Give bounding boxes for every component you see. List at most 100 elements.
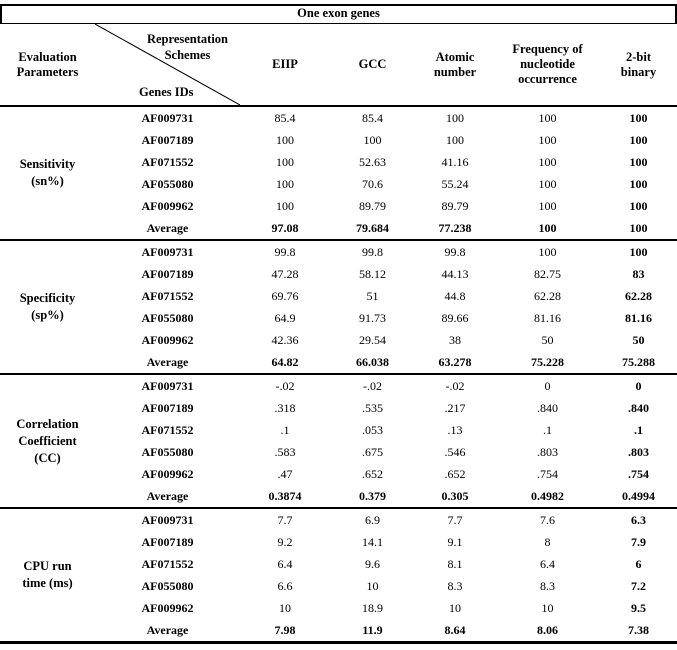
gene-id-cell: AF007189 xyxy=(141,535,194,549)
section-label-line: Correlation xyxy=(16,416,79,431)
value-cell: 89.79 xyxy=(359,199,386,213)
value-cell: 100 xyxy=(629,221,648,235)
average-label-cell: Average xyxy=(146,623,189,637)
column-header-line: number xyxy=(433,64,477,79)
gene-id-cell: AF009731 xyxy=(141,513,194,527)
value-cell: 100 xyxy=(276,155,294,169)
header-representation-schemes-line: Schemes xyxy=(164,48,211,62)
value-cell: 89.66 xyxy=(441,311,469,325)
table-title-text: One exon genes xyxy=(297,6,380,20)
value-cell: 11.9 xyxy=(362,623,383,637)
value-cell: 100 xyxy=(276,133,294,147)
value-cell: 7.7 xyxy=(277,513,293,527)
value-cell: 8.1 xyxy=(447,557,463,571)
value-cell: 7.7 xyxy=(447,513,463,527)
value-cell: 75.228 xyxy=(531,355,564,369)
value-cell: .803 xyxy=(537,445,558,459)
value-cell: .47 xyxy=(277,467,293,481)
table-row: AF007189 47.28 58.12 44.13 82.75 83 xyxy=(95,263,677,285)
value-cell: 50 xyxy=(632,333,645,347)
table-row: AF009962 42.36 29.54 38 50 50 xyxy=(95,329,677,351)
value-cell: 8 xyxy=(544,535,551,549)
gene-id-cell: AF055080 xyxy=(141,311,194,325)
section-rows: AF009731 85.4 85.4 100 100 100 AF007189 … xyxy=(95,107,677,239)
value-cell: 47.28 xyxy=(271,267,299,281)
table-row-average: Average 97.08 79.684 77.238 100 100 xyxy=(95,217,677,239)
value-cell: 51 xyxy=(366,289,379,303)
value-cell: 6.4 xyxy=(277,557,293,571)
value-cell: .675 xyxy=(362,445,383,459)
value-cell: 85.4 xyxy=(274,111,296,125)
column-header-line: occurrence xyxy=(518,72,577,86)
value-cell: 89.79 xyxy=(441,199,469,213)
value-cell: 83 xyxy=(632,267,645,281)
value-cell: 6.3 xyxy=(631,513,646,527)
value-cell: 62.28 xyxy=(625,289,652,303)
gene-id-cell: AF007189 xyxy=(141,267,194,281)
value-cell: 10 xyxy=(279,601,291,615)
table-header-row: Evaluation Parameters Representation Sch… xyxy=(0,24,677,107)
table-row: AF009962 10 18.9 10 10 9.5 xyxy=(95,597,677,619)
section-sensitivity: Sensitivity (sn%) AF009731 85.4 85.4 100… xyxy=(0,107,677,241)
average-label-cell: Average xyxy=(146,355,189,369)
value-cell: 14.1 xyxy=(362,535,383,549)
table-row: AF055080 64.9 91.73 89.66 81.16 81.16 xyxy=(95,307,677,329)
gene-id-cell: AF009731 xyxy=(141,379,194,393)
value-cell: 29.54 xyxy=(359,333,386,347)
value-cell: 63.278 xyxy=(438,355,472,369)
section-rows: AF009731 7.7 6.9 7.7 7.6 6.3 AF007189 9.… xyxy=(95,509,677,641)
value-cell: 69.76 xyxy=(271,289,299,303)
section-label-line: (sn%) xyxy=(31,174,64,188)
value-cell: 100 xyxy=(276,177,294,191)
value-cell: 100 xyxy=(629,155,648,169)
table-row: AF007189 100 100 100 100 100 xyxy=(95,129,677,151)
gene-id-cell: AF055080 xyxy=(141,445,194,459)
header-representation-schemes: Representation Schemes xyxy=(147,31,228,63)
column-header-line: Atomic xyxy=(435,49,475,64)
table-row-average: Average 64.82 66.038 63.278 75.228 75.28… xyxy=(95,351,677,373)
section-label-line: Coefficient xyxy=(18,433,77,448)
value-cell: .754 xyxy=(628,467,649,481)
value-cell: 8.3 xyxy=(540,579,555,593)
column-header-line: Frequency of xyxy=(512,42,583,56)
value-cell: 100 xyxy=(363,133,382,147)
value-cell: 0.3874 xyxy=(268,489,302,503)
value-cell: 6.9 xyxy=(365,513,380,527)
value-cell: 100 xyxy=(629,177,648,191)
value-cell: .217 xyxy=(444,401,466,415)
table-row: AF071552 100 52.63 41.16 100 100 xyxy=(95,151,677,173)
value-cell: 100 xyxy=(446,133,464,147)
table-row: AF009962 .47 .652 .652 .754 .754 xyxy=(95,463,677,485)
value-cell: 7.98 xyxy=(274,623,296,637)
column-header-line: 2-bit xyxy=(626,49,651,64)
value-cell: 91.73 xyxy=(359,311,386,325)
value-cell: -.02 xyxy=(363,379,382,393)
header-evaluation-parameters: Evaluation Parameters xyxy=(0,24,95,105)
gene-id-cell: AF055080 xyxy=(141,177,194,191)
value-cell: 99.8 xyxy=(444,245,466,259)
section-label-line: (sp%) xyxy=(31,308,64,322)
value-cell: 85.4 xyxy=(362,111,383,125)
value-cell: 41.16 xyxy=(441,155,469,169)
table-row-average: Average 7.98 11.9 8.64 8.06 7.38 xyxy=(95,619,677,641)
table-row: AF071552 .1 .053 .13 .1 .1 xyxy=(95,419,677,441)
section-cpu-run-time: CPU run time (ms) AF009731 7.7 6.9 7.7 7… xyxy=(0,509,677,641)
gene-id-cell: AF055080 xyxy=(141,579,194,593)
value-cell: 100 xyxy=(538,111,557,125)
section-label-sensitivity: Sensitivity (sn%) xyxy=(0,107,95,239)
value-cell: .1 xyxy=(543,423,552,437)
value-cell: 62.28 xyxy=(534,289,561,303)
value-cell: 77.238 xyxy=(438,221,472,235)
gene-id-cell: AF009962 xyxy=(141,601,194,615)
value-cell: 100 xyxy=(629,199,648,213)
value-cell: 79.684 xyxy=(356,221,389,235)
value-cell: .1 xyxy=(634,423,643,437)
section-correlation-coefficient: Correlation Coefficient (CC) AF009731 -.… xyxy=(0,375,677,509)
gene-id-cell: AF009962 xyxy=(141,199,194,213)
header-corner-cell: Representation Schemes Genes IDs xyxy=(95,24,240,105)
section-label-line: time (ms) xyxy=(22,576,73,590)
value-cell: 0.4982 xyxy=(531,489,564,503)
section-label-line: CPU run xyxy=(23,559,72,573)
diagonal-line xyxy=(95,24,240,105)
column-header-line: binary xyxy=(620,64,657,79)
